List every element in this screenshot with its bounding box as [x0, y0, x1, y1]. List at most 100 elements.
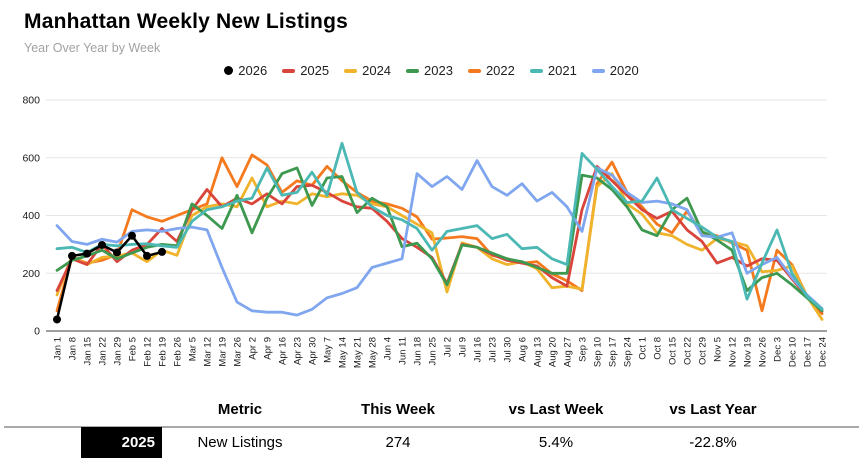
x-tick-label: Jun 11	[398, 337, 409, 365]
table-cell-vs-last-year: -22.8%	[689, 434, 737, 451]
table-cell-this-week: 274	[385, 434, 411, 451]
x-tick-label: Jul 16	[473, 337, 484, 362]
legend-item-2025[interactable]: 2025	[282, 63, 329, 78]
x-tick-label: Dec 17	[803, 337, 814, 367]
x-tick-label: Jul 23	[488, 337, 499, 362]
chart-container: 0 200 400 600 800 Jan 1 Jan 8 Jan 15 Jan 22 Jan 2…	[0, 0, 863, 395]
legend-label: 2022	[485, 63, 515, 78]
legend-label: 2025	[300, 63, 330, 78]
x-tick-label: Nov 19	[743, 337, 754, 367]
y-tick-label: 600	[22, 152, 40, 164]
legend-item-2022[interactable]: 2022	[467, 63, 515, 78]
x-tick-label: Jun 4	[383, 337, 394, 360]
legend-marker-dash-icon	[344, 68, 358, 73]
x-tick-label: Jan 29	[113, 337, 124, 366]
x-tick-label: Jan 22	[98, 337, 109, 366]
x-tick-label: Dec 10	[788, 337, 799, 367]
x-tick-label: May 21	[353, 337, 364, 368]
x-tick-label: Feb 19	[158, 337, 169, 367]
x-tick-label: Nov 26	[758, 337, 769, 367]
legend-marker-dash-icon	[282, 68, 296, 73]
legend-label: 2020	[609, 63, 639, 78]
x-tick-label: Oct 22	[683, 337, 694, 365]
legend-item-2023[interactable]: 2023	[406, 63, 453, 78]
x-tick-label: Jun 25	[428, 337, 439, 366]
table-header-this-week: This Week	[361, 401, 435, 418]
x-tick-label: Dec 3	[773, 337, 784, 362]
x-tick-label: Apr 9	[263, 337, 274, 360]
series-point-2026	[143, 251, 151, 260]
x-tick-label: Sep 10	[593, 337, 604, 367]
x-tick-label: Mar 19	[218, 337, 229, 367]
series-point-2026	[158, 247, 166, 256]
x-tick-label: Mar 5	[188, 337, 199, 361]
legend-item-2026[interactable]: 2026	[224, 63, 267, 78]
series-line-2023	[55, 166, 824, 313]
legend-marker-dot-icon	[224, 66, 234, 75]
x-tick-label: Nov 5	[713, 337, 724, 362]
x-tick-label: Apr 2	[248, 337, 259, 360]
x-tick-label: Jan 8	[68, 337, 79, 360]
legend-marker-dash-icon	[591, 68, 605, 73]
x-tick-label: Aug 6	[518, 337, 529, 362]
x-tick-label: Aug 20	[548, 337, 559, 367]
page-title: Manhattan Weekly New Listings	[24, 10, 348, 33]
series-line-2021	[55, 141, 824, 311]
legend-label: 2021	[547, 63, 577, 78]
x-tick-label: Oct 1	[638, 337, 649, 360]
x-tick-label: Sep 17	[608, 337, 619, 367]
x-tick-label: Oct 15	[668, 337, 679, 365]
legend-marker-dash-icon	[467, 68, 481, 73]
x-tick-label: Jun 18	[413, 337, 424, 366]
y-tick-label: 400	[22, 210, 40, 222]
legend-item-2024[interactable]: 2024	[344, 63, 391, 78]
x-tick-label: Aug 27	[563, 337, 574, 367]
legend-label: 2023	[424, 63, 453, 78]
table-header-vs-last-week: vs Last Week	[508, 401, 604, 418]
x-tick-label: Aug 13	[533, 337, 544, 367]
x-tick-label: Jul 9	[458, 337, 469, 357]
table-cell-vs-last-week: 5.4%	[538, 434, 574, 451]
x-tick-label: May 28	[368, 337, 379, 368]
legend-item-2020[interactable]: 2020	[591, 63, 639, 78]
x-tick-label: Oct 8	[653, 337, 664, 360]
x-tick-label: Jul 2	[443, 337, 454, 357]
series-point-2026	[68, 251, 76, 260]
x-tick-label: Jan 1	[53, 337, 64, 360]
series-point-2026	[98, 240, 106, 249]
year-badge: 2025	[81, 427, 162, 458]
y-tick-label: 0	[34, 326, 40, 338]
table-header-metric: Metric	[217, 401, 263, 418]
table-header-vs-last-year: vs Last Year	[669, 401, 757, 418]
legend-marker-dash-icon	[406, 68, 420, 73]
table-divider	[4, 426, 859, 428]
series-point-2026	[83, 249, 91, 258]
x-tick-label: Nov 12	[728, 337, 739, 367]
x-tick-label: Feb 12	[143, 337, 154, 367]
legend-marker-dash-icon	[529, 68, 543, 73]
x-tick-label: May 7	[323, 337, 334, 363]
legend-item-2021[interactable]: 2021	[529, 63, 577, 78]
x-tick-label: Apr 30	[308, 337, 319, 365]
x-tick-label: Jul 30	[503, 337, 514, 362]
series-point-2026	[113, 248, 121, 257]
x-tick-label: Apr 16	[278, 337, 289, 365]
series-point-2026	[128, 231, 136, 240]
x-tick-label: Feb 5	[128, 337, 139, 361]
page-subtitle: Year Over Year by Week	[24, 41, 161, 55]
y-tick-label: 800	[22, 95, 40, 107]
x-tick-label: Sep 3	[578, 337, 589, 362]
x-tick-label: Mar 26	[233, 337, 244, 367]
x-tick-label: Feb 26	[173, 337, 184, 367]
legend-label: 2024	[362, 63, 392, 78]
x-tick-label: Jan 15	[83, 337, 94, 366]
y-tick-label: 200	[22, 268, 40, 280]
x-tick-label: May 14	[338, 337, 349, 368]
legend-label: 2026	[238, 63, 268, 78]
table-cell-metric: New Listings	[197, 434, 283, 451]
chart-legend: 2026 2025 2024 2023 2022 2021 2020	[0, 63, 863, 78]
chart-canvas[interactable]: 0 200 400 600 800 Jan 1 Jan 8 Jan 15 Jan 22 Jan 2…	[0, 0, 863, 395]
x-tick-label: Dec 24	[818, 337, 829, 367]
x-tick-label: Mar 12	[203, 337, 214, 367]
